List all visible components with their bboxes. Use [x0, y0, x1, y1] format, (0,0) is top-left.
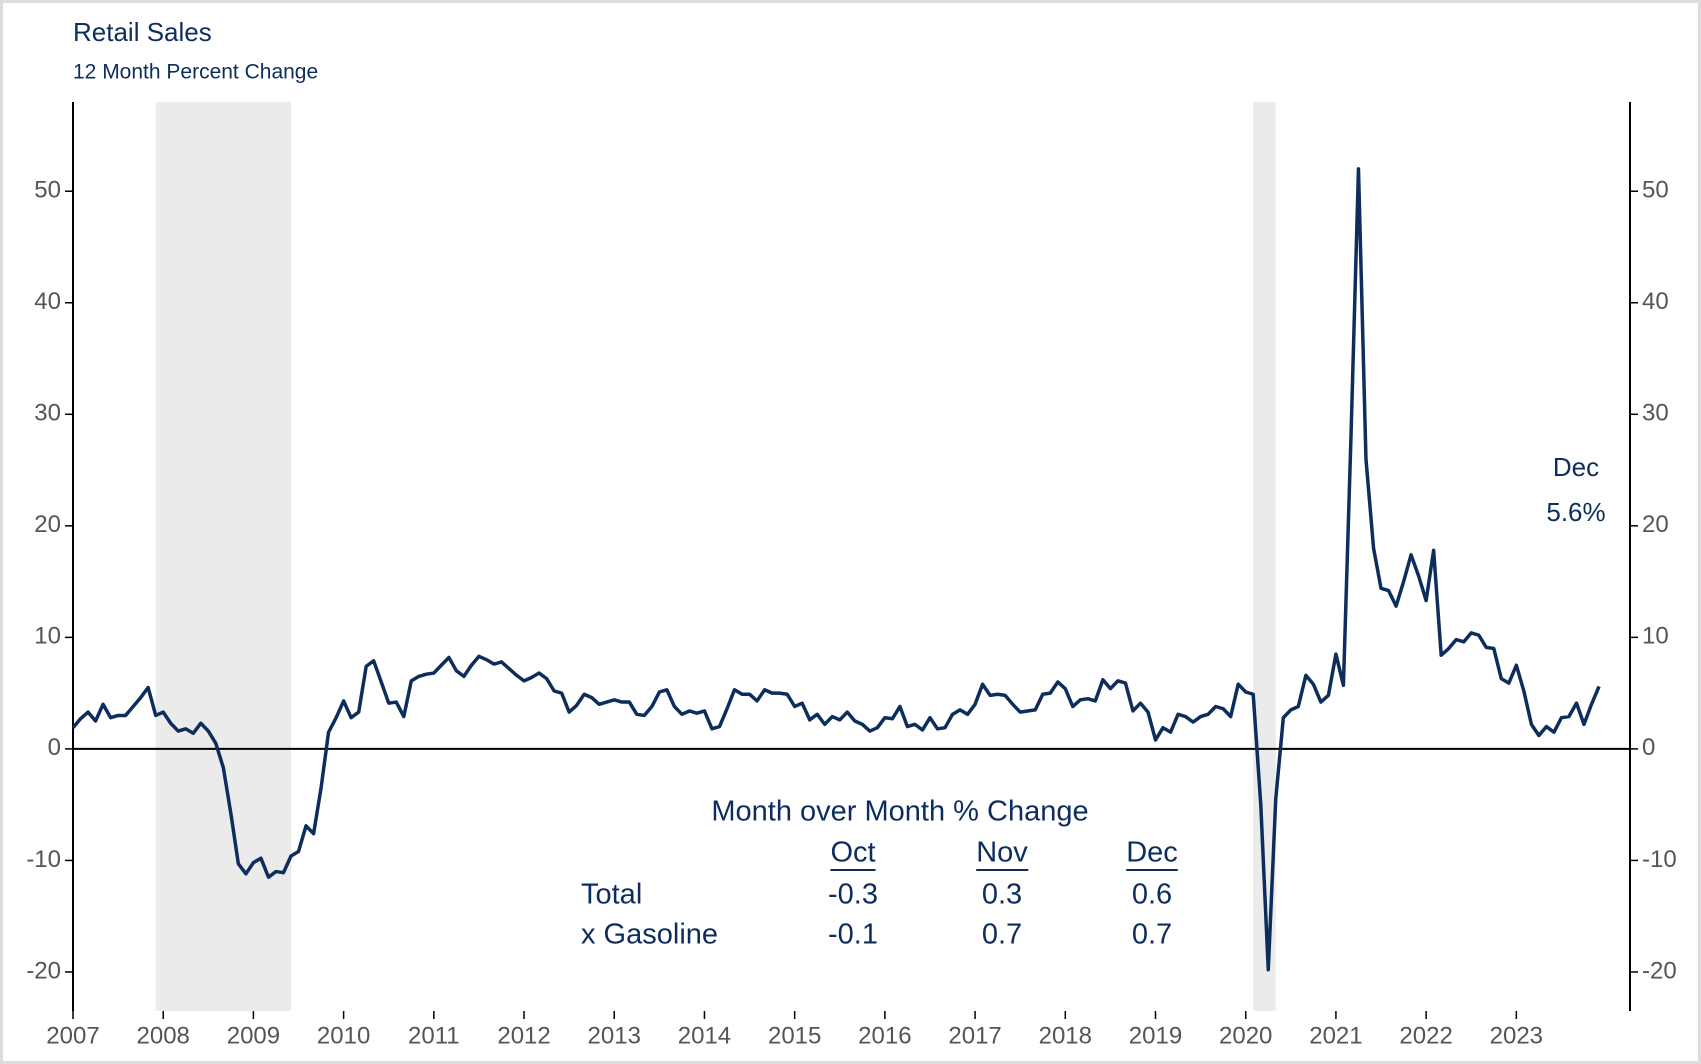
x-tick-label: 2022 — [1399, 1022, 1452, 1049]
y-tick-label-right: 40 — [1642, 288, 1669, 315]
x-tick-label: 2008 — [137, 1022, 190, 1049]
y-tick-label: 40 — [34, 288, 61, 315]
x-tick-label: 2015 — [768, 1022, 821, 1049]
y-tick-label-right: -10 — [1642, 846, 1677, 873]
table-cell: -0.3 — [828, 879, 878, 911]
table-column-header: Dec — [1126, 837, 1178, 869]
x-tick-label: 2020 — [1219, 1022, 1272, 1049]
x-tick-label: 2013 — [588, 1022, 641, 1049]
y-tick-label-right: 50 — [1642, 177, 1669, 204]
table-column-header: Nov — [976, 837, 1028, 869]
chart-subtitle: 12 Month Percent Change — [73, 61, 318, 84]
table-column-header: Oct — [830, 837, 875, 869]
table-cell: 0.7 — [982, 919, 1022, 951]
annotation: 5.6% — [1546, 497, 1605, 527]
recession-band — [155, 102, 292, 1011]
x-tick-label: 2021 — [1309, 1022, 1362, 1049]
y-tick-label-right: 0 — [1642, 734, 1655, 761]
table-cell: 0.7 — [1132, 919, 1172, 951]
table-title: Month over Month % Change — [711, 796, 1088, 828]
y-tick-label: -10 — [26, 846, 61, 873]
x-tick-label: 2012 — [497, 1022, 550, 1049]
y-tick-label: 0 — [48, 734, 61, 761]
x-tick-label: 2017 — [948, 1022, 1001, 1049]
x-tick-label: 2010 — [317, 1022, 370, 1049]
y-tick-label-right: 20 — [1642, 511, 1669, 538]
annotation: Dec — [1553, 452, 1599, 482]
y-tick-label-right: 10 — [1642, 623, 1669, 650]
series-line — [71, 167, 1601, 972]
x-tick-label: 2014 — [678, 1022, 731, 1049]
y-tick-label: -20 — [26, 957, 61, 984]
x-tick-label: 2007 — [46, 1022, 99, 1049]
table-row-label: x Gasoline — [581, 919, 718, 951]
y-tick-label: 30 — [34, 400, 61, 427]
x-tick-label: 2016 — [858, 1022, 911, 1049]
y-tick-label-right: -20 — [1642, 957, 1677, 984]
chart-title: Retail Sales — [73, 17, 212, 47]
x-tick-label: 2018 — [1039, 1022, 1092, 1049]
table-cell: 0.6 — [1132, 879, 1172, 911]
y-tick-label: 20 — [34, 511, 61, 538]
y-tick-label-right: 30 — [1642, 400, 1669, 427]
table-cell: 0.3 — [982, 879, 1022, 911]
table-row-label: Total — [581, 879, 642, 911]
table-cell: -0.1 — [828, 919, 878, 951]
x-tick-label: 2023 — [1490, 1022, 1543, 1049]
y-tick-label: 10 — [34, 623, 61, 650]
x-tick-label: 2011 — [408, 1022, 460, 1049]
y-tick-label: 50 — [34, 177, 61, 204]
x-tick-label: 2019 — [1129, 1022, 1182, 1049]
x-tick-label: 2009 — [227, 1022, 280, 1049]
